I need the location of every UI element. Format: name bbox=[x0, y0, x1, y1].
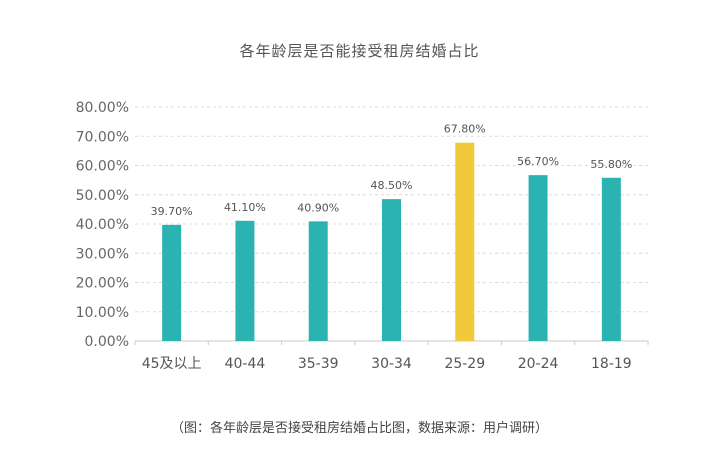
x-axis bbox=[134, 340, 649, 345]
grid-lines bbox=[135, 106, 648, 313]
y-tick-label: 60.00% bbox=[76, 159, 129, 175]
y-tick-label: 70.00% bbox=[76, 129, 129, 145]
x-tick-label: 25-29 bbox=[444, 356, 485, 372]
x-tick-label: 45及以上 bbox=[142, 356, 202, 372]
bar-25-29 bbox=[455, 142, 475, 341]
data-label: 41.10% bbox=[224, 201, 266, 214]
bars bbox=[162, 142, 621, 341]
y-tick-label: 80.00% bbox=[76, 100, 129, 116]
y-tick-label: 0.00% bbox=[85, 334, 129, 350]
bar-40-44 bbox=[235, 220, 255, 341]
bar-30-34 bbox=[382, 199, 401, 341]
bar-45及以上 bbox=[162, 224, 182, 341]
chart-title: 各年龄层是否能接受租房结婚占比 bbox=[239, 42, 480, 60]
y-tick-label: 10.00% bbox=[76, 305, 129, 321]
x-tick-label: 30-34 bbox=[371, 356, 412, 372]
x-tick-label: 20-24 bbox=[518, 356, 559, 372]
x-tick-label: 35-39 bbox=[298, 356, 339, 372]
figure-caption: （图：各年龄层是否接受租房结婚占比图，数据来源：用户调研） bbox=[170, 421, 548, 436]
data-label: 40.90% bbox=[297, 201, 339, 214]
data-label: 67.80% bbox=[444, 123, 486, 136]
data-label: 39.70% bbox=[151, 205, 193, 218]
y-axis-tick-labels: 0.00% 10.00% 20.00% 30.00% 40.00% 50.00% 60.00… bbox=[76, 100, 129, 350]
y-tick-label: 20.00% bbox=[76, 276, 129, 292]
bar-35-39 bbox=[308, 221, 328, 341]
data-label: 48.50% bbox=[371, 179, 413, 192]
bar-20-24 bbox=[528, 175, 548, 341]
y-tick-label: 50.00% bbox=[76, 188, 129, 204]
x-tick-label: 18-19 bbox=[591, 356, 632, 372]
y-tick-label: 40.00% bbox=[76, 217, 129, 233]
y-tick-label: 30.00% bbox=[76, 246, 129, 262]
x-axis-tick-labels: 45及以上 40-44 35-39 30-34 25-29 20-24 18-19 bbox=[142, 356, 632, 372]
x-tick-label: 40-44 bbox=[225, 356, 266, 372]
data-label: 55.80% bbox=[590, 158, 632, 171]
data-labels: 39.70% 41.10% 40.90% 48.50% 67.80% 56.70% 55.8… bbox=[151, 123, 633, 218]
data-label: 56.70% bbox=[517, 155, 559, 168]
bar-18-19 bbox=[601, 177, 621, 341]
